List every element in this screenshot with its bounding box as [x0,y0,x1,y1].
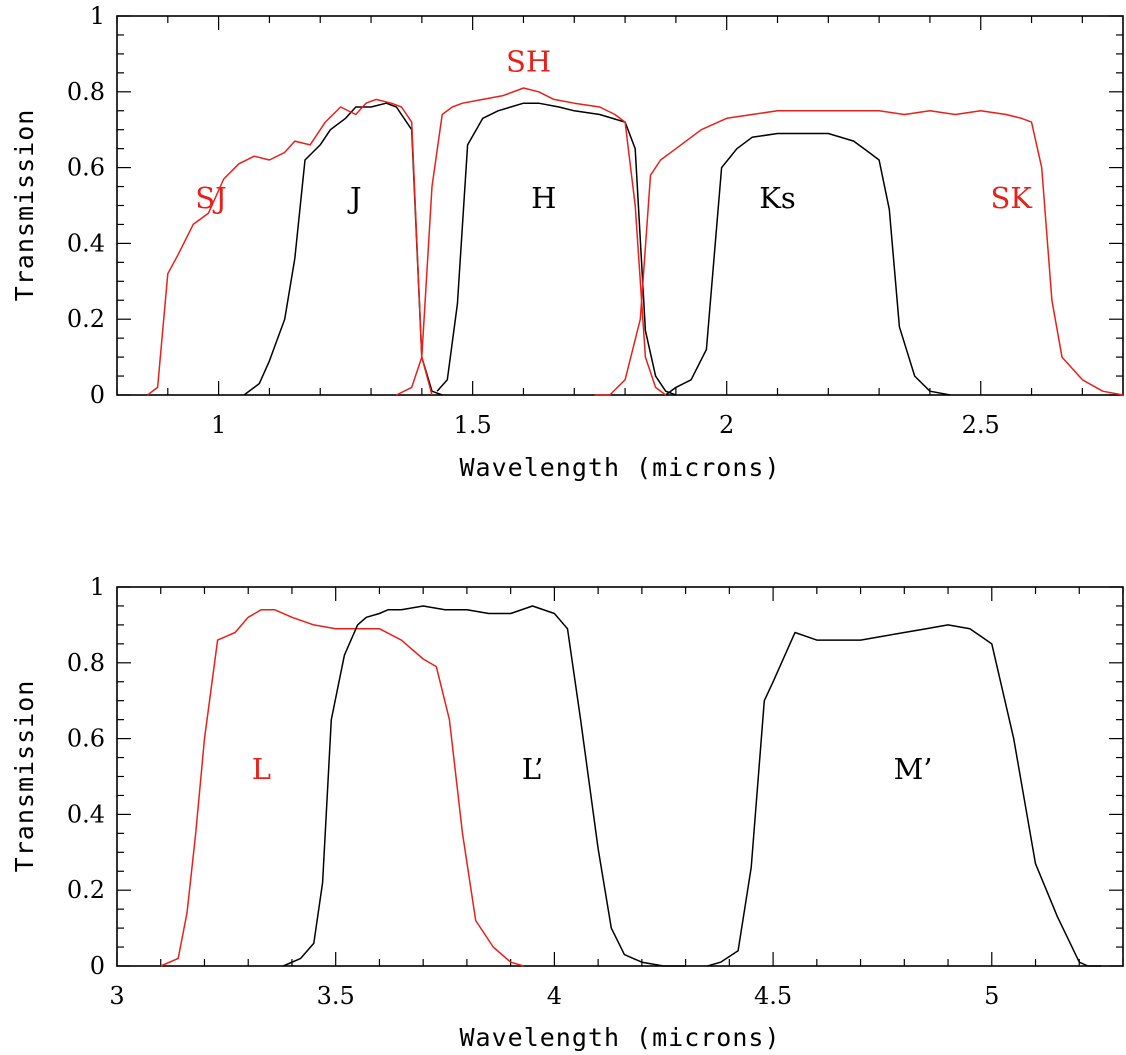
y-tick-label: 0.2 [67,876,105,904]
x-tick-label: 4.5 [754,982,792,1010]
y-tick-label: 0.8 [67,78,105,106]
curve-label-j: J [347,181,362,215]
y-tick-label: 0 [90,952,105,980]
curve-label-h: H [531,181,556,215]
curve-m-prime [707,624,1102,967]
y-tick-label: 0.6 [67,154,105,182]
curve-l [160,608,525,967]
x-tick-labels: 1 1.5 2 2.5 [211,411,1000,439]
curve-sh [396,87,667,396]
y-tick-label: 0.8 [67,649,105,677]
curve-sj [147,98,433,396]
y-tick-label: 0.4 [67,229,105,257]
curve-label-l: L [252,752,271,786]
x-tick-label: 3 [109,982,124,1010]
x-tick-labels: 3 3.5 4 4.5 5 [109,982,999,1010]
y-tick-label: 0.2 [67,305,105,333]
curve-l-prime [282,605,686,967]
near-infrared-panel: 1 1.5 2 2.5 0 0.2 0.4 0.6 0.8 1 J H Ks SJ SH SK Wavel… [10,2,1124,482]
x-tick-label: 1.5 [454,411,492,439]
curve-label-sk: SK [990,181,1033,215]
y-tick-label: 0 [90,381,105,409]
curve-labels: J H Ks SJ SH SK [195,44,1033,214]
y-axis-title: Transmission [10,680,39,873]
y-tick-label: 0.6 [67,725,105,753]
y-tick-label: 1 [90,573,105,601]
x-tick-label: 3.5 [317,982,355,1010]
x-tick-label: 2 [719,411,734,439]
x-tick-label: 2.5 [962,411,1000,439]
curve-sk [594,110,1124,396]
filter-curves [160,605,1102,967]
y-tick-labels: 0 0.2 0.4 0.6 0.8 1 [67,2,105,409]
x-axis-title: Wavelength (microns) [459,1023,780,1052]
x-tick-label: 5 [984,982,999,1010]
axis-ticks [116,15,1123,396]
y-axis-title: Transmission [10,109,39,302]
curve-h [436,102,677,396]
curve-label-m-prime: M’ [894,752,933,786]
curve-label-sj: SJ [195,181,227,215]
y-tick-label: 0.4 [67,800,105,828]
curve-label-l-prime: L’ [522,752,544,786]
filter-curves [147,87,1124,396]
curve-labels: L L’ M’ [252,752,933,786]
axis-ticks [116,586,1124,967]
x-tick-label: 4 [547,982,562,1010]
curve-label-ks: Ks [759,181,796,215]
y-tick-labels: 0 0.2 0.4 0.6 0.8 1 [67,573,105,980]
y-tick-label: 1 [90,2,105,30]
mid-infrared-panel: 3 3.5 4 4.5 5 0 0.2 0.4 0.6 0.8 1 L L’ M’ Wavelengt… [10,573,1124,1052]
curve-label-sh: SH [506,44,551,78]
x-axis-title: Wavelength (microns) [459,453,780,482]
curve-ks [665,132,951,396]
x-tick-label: 1 [211,411,226,439]
